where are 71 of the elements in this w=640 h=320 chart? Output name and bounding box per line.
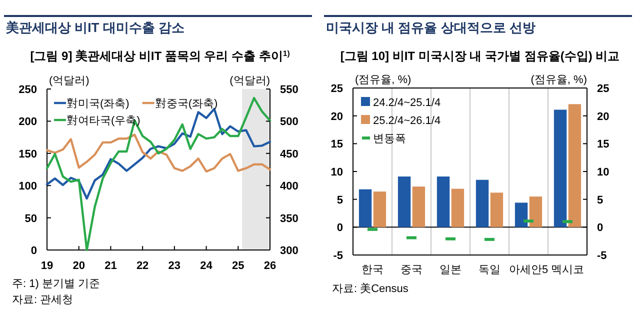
x-tick-label: 20 bbox=[72, 260, 85, 272]
y-axis-title: (점유율, %) bbox=[355, 74, 412, 86]
line-series bbox=[46, 108, 272, 200]
chart-subtitle: [그림 10] 비IT 미국시장 내 국가별 점유율(수입) 비교 bbox=[340, 49, 620, 63]
y-tick-label: 250 bbox=[18, 84, 37, 96]
x-tick-label: 25 bbox=[232, 260, 244, 272]
y2-tick-label: 350 bbox=[280, 212, 298, 225]
bar bbox=[358, 189, 372, 228]
y2-tick-label: 10 bbox=[597, 166, 610, 178]
text: 주: 1) 분기별 기준 bbox=[12, 278, 100, 290]
bar bbox=[554, 110, 567, 228]
y-tick-label: 15 bbox=[330, 138, 343, 151]
x-tick-label: 일본 bbox=[440, 264, 462, 276]
x-tick-label: 24 bbox=[200, 260, 214, 272]
legend-label: 25.2/4~26.1/4 bbox=[373, 115, 441, 127]
y2-tick-label: 20 bbox=[597, 110, 610, 123]
legend-label: 對여타국(우축) bbox=[67, 114, 140, 127]
bar bbox=[398, 176, 411, 228]
bar bbox=[451, 188, 464, 228]
y2-tick-label: -5 bbox=[597, 250, 607, 262]
y2-tick-label: 450 bbox=[280, 148, 298, 160]
y-tick-label: 50 bbox=[24, 212, 37, 225]
bar bbox=[436, 176, 450, 228]
line-series bbox=[46, 134, 272, 173]
y2-tick-label: 25 bbox=[597, 83, 610, 95]
bar bbox=[568, 104, 582, 228]
bar bbox=[412, 186, 426, 228]
legend-label: 변동폭 bbox=[373, 133, 406, 145]
y-tick-label: 20 bbox=[330, 110, 343, 123]
text: 자료: 美Census bbox=[332, 282, 409, 295]
y2-tick-label: 550 bbox=[280, 84, 298, 96]
y-tick-label: 150 bbox=[18, 148, 37, 160]
x-tick-label: 21 bbox=[104, 260, 117, 272]
text: 자료: 관세청 bbox=[12, 294, 74, 306]
y2-tick-label: 500 bbox=[280, 116, 298, 128]
y-tick-label: 5 bbox=[336, 194, 343, 206]
y-tick-label: 0 bbox=[336, 222, 343, 234]
x-tick-label: 22 bbox=[136, 260, 149, 272]
x-tick-label: 19 bbox=[40, 260, 54, 272]
y-tick-label: 0 bbox=[30, 245, 37, 257]
x-tick-label: 중국 bbox=[400, 264, 422, 276]
y2-tick-label: 5 bbox=[597, 194, 604, 206]
x-tick-label: 한국 bbox=[362, 264, 384, 276]
chart-subtitle: [그림 9] 美관세대상 비IT 품목의 우리 수출 추이$^{1)}$ bbox=[30, 48, 290, 63]
y-axis-title: (억달러) bbox=[49, 75, 90, 87]
legend-label: 對중국(좌축) bbox=[155, 97, 218, 110]
y-tick-label: 25 bbox=[330, 83, 343, 95]
y2-axis-title: (점유율, %) bbox=[530, 74, 587, 86]
y2-tick-label: 300 bbox=[280, 245, 298, 257]
bar bbox=[373, 192, 386, 228]
y-tick-label: 100 bbox=[18, 180, 37, 193]
bar bbox=[529, 196, 542, 228]
x-tick-label: 26 bbox=[264, 260, 276, 272]
bar bbox=[490, 192, 504, 228]
x-tick-label: 멕시코 bbox=[551, 264, 584, 276]
x-tick-label: 아세안5 bbox=[508, 264, 548, 276]
chart-title: 美관세대상 비IT 대미수출 감소 bbox=[5, 20, 184, 35]
legend-label: 24.2/4~25.1/4 bbox=[373, 97, 441, 109]
x-tick-label: 독일 bbox=[478, 264, 500, 276]
x-tick-label: 23 bbox=[168, 260, 181, 272]
y-tick-label: 200 bbox=[18, 116, 37, 128]
bar bbox=[476, 180, 489, 228]
bar bbox=[514, 202, 528, 228]
y2-tick-label: 15 bbox=[597, 138, 610, 151]
y-tick-label: -5 bbox=[333, 250, 343, 262]
y2-tick-label: 0 bbox=[597, 222, 604, 234]
y-tick-label: 10 bbox=[330, 166, 343, 178]
y2-tick-label: 400 bbox=[280, 180, 298, 193]
chart-title: 미국시장 내 점유율 상대적으로 선방 bbox=[326, 20, 536, 35]
y2-axis-title: (억달러) bbox=[230, 75, 270, 87]
legend-label: 對미국(좌축) bbox=[67, 97, 130, 110]
